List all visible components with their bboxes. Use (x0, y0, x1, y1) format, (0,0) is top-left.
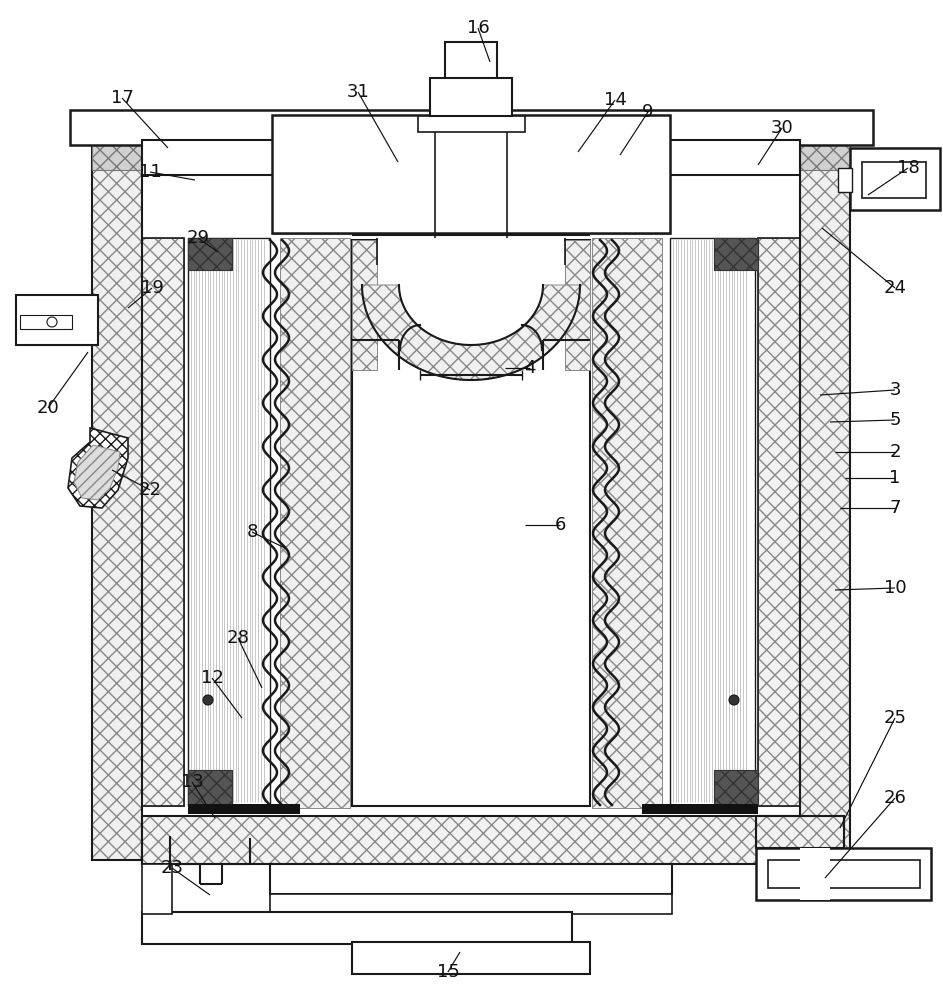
Bar (20, 329, 94, 345)
Bar (272, 212, 670, 234)
Polygon shape (74, 445, 120, 500)
Bar (592, 238, 662, 808)
Text: 12: 12 (201, 669, 223, 687)
Text: 28: 28 (226, 629, 250, 647)
Bar (856, 154, 934, 204)
Bar (445, 42, 497, 80)
Bar (434, 82, 508, 110)
Text: 11: 11 (139, 163, 161, 181)
Bar (358, 946, 584, 970)
Bar (188, 804, 300, 814)
Bar (642, 804, 758, 814)
Bar (92, 140, 142, 860)
Bar (142, 238, 184, 806)
Bar (92, 140, 142, 860)
Text: 6: 6 (554, 516, 566, 534)
Bar (16, 295, 98, 345)
Text: 5: 5 (889, 411, 901, 429)
Text: 19: 19 (141, 279, 163, 297)
Circle shape (203, 695, 213, 705)
Bar (188, 770, 232, 805)
Text: 30: 30 (770, 119, 793, 137)
Text: 23: 23 (160, 859, 184, 877)
Bar (714, 770, 758, 805)
Bar (270, 864, 672, 894)
Text: 31: 31 (347, 83, 370, 101)
Text: 3: 3 (889, 381, 901, 399)
Bar (756, 848, 931, 900)
Bar (142, 816, 800, 864)
Bar (670, 238, 755, 806)
Bar (142, 912, 572, 944)
Bar (850, 148, 940, 210)
Text: 14: 14 (604, 91, 626, 109)
Text: 24: 24 (884, 279, 906, 297)
Bar (378, 238, 564, 338)
Bar (352, 240, 590, 806)
Bar (565, 240, 590, 370)
Polygon shape (362, 285, 580, 380)
Bar (188, 238, 270, 806)
Bar (280, 238, 350, 808)
Text: 29: 29 (187, 229, 209, 247)
Bar (148, 916, 566, 938)
Bar (142, 145, 800, 167)
Bar (70, 110, 873, 145)
Text: 7: 7 (889, 499, 901, 517)
Bar (142, 238, 184, 806)
Text: 13: 13 (180, 773, 204, 791)
Bar (756, 816, 844, 848)
Bar (142, 140, 800, 175)
Bar (758, 238, 800, 806)
Bar (862, 162, 926, 198)
Bar (762, 854, 925, 894)
Circle shape (729, 695, 739, 705)
Polygon shape (68, 428, 128, 508)
Bar (142, 864, 172, 914)
Text: 10: 10 (884, 579, 906, 597)
Bar (352, 942, 590, 974)
Text: 8: 8 (246, 523, 257, 541)
Bar (800, 140, 850, 860)
Text: 26: 26 (884, 789, 906, 807)
Bar (270, 894, 672, 914)
Bar (768, 860, 920, 888)
Bar (142, 868, 170, 910)
Bar (272, 115, 670, 233)
Bar (800, 140, 850, 860)
Text: 17: 17 (110, 89, 134, 107)
Bar (92, 145, 142, 170)
Text: 4: 4 (524, 359, 536, 377)
Text: 25: 25 (884, 709, 906, 727)
Text: 22: 22 (139, 481, 161, 499)
Text: 16: 16 (467, 19, 489, 37)
Bar (352, 240, 377, 370)
Bar (20, 315, 72, 329)
Text: 9: 9 (642, 103, 653, 121)
Circle shape (47, 317, 57, 327)
Text: 15: 15 (437, 963, 459, 981)
Bar (800, 848, 830, 900)
Bar (278, 870, 664, 892)
Bar (188, 238, 232, 270)
Bar (449, 46, 493, 76)
Bar (418, 116, 525, 132)
Bar (756, 816, 844, 848)
Text: 1: 1 (889, 469, 901, 487)
Bar (714, 238, 758, 270)
Text: 18: 18 (897, 159, 919, 177)
Bar (20, 299, 94, 315)
Bar (430, 78, 512, 116)
Bar (272, 115, 670, 137)
Bar (800, 145, 850, 170)
Text: 2: 2 (889, 443, 901, 461)
Bar (838, 168, 852, 192)
Bar (758, 238, 800, 806)
Bar (142, 816, 800, 864)
Text: 20: 20 (37, 399, 59, 417)
Bar (80, 118, 862, 138)
